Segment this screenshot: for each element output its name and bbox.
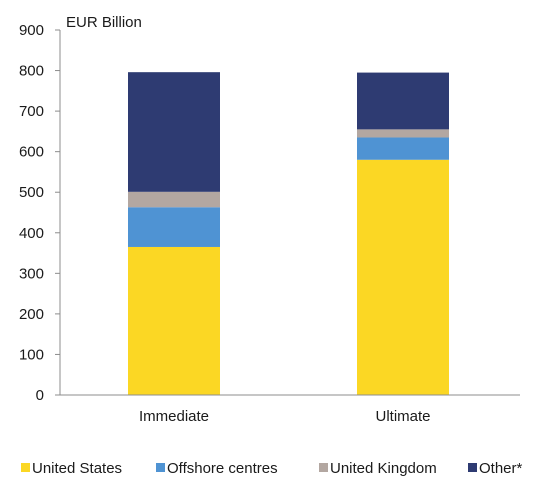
legend-swatch (319, 463, 328, 472)
y-tick-label: 200 (19, 306, 44, 323)
y-tick-label: 700 (19, 103, 44, 120)
legend-entry-label: United Kingdom (330, 460, 437, 477)
y-tick-label: 500 (19, 184, 44, 201)
bar-segment (357, 72, 449, 130)
bar-segment (357, 159, 449, 395)
y-tick-label: 0 (36, 387, 44, 404)
legend-entry-label: Offshore centres (167, 460, 278, 477)
bar-segment (128, 191, 220, 208)
y-tick-label: 100 (19, 346, 44, 363)
legend-entry-label: Other* (479, 460, 523, 477)
y-tick-label: 600 (19, 144, 44, 161)
x-category-label: Ultimate (375, 408, 430, 425)
y-tick-label: 300 (19, 265, 44, 282)
legend-swatch (21, 463, 30, 472)
legend-swatch (156, 463, 165, 472)
y-axis-ticks: 0 100 200 300 400 500 600 700 800 900 (19, 22, 60, 404)
bar-segment (128, 207, 220, 247)
x-category-label: Immediate (139, 408, 209, 425)
legend-entry-label: United States (32, 460, 122, 477)
legend-swatch (468, 463, 477, 472)
bar-segment (128, 72, 220, 192)
bar-segment (128, 246, 220, 395)
bar-segment (357, 129, 449, 138)
y-tick-label: 400 (19, 225, 44, 242)
bar-segment (357, 137, 449, 160)
unit-label: EUR Billion (66, 14, 142, 31)
legend: United States Offshore centres United King… (21, 460, 523, 477)
y-tick-label: 900 (19, 22, 44, 39)
bars-group (128, 72, 449, 395)
x-axis-labels: Immediate Ultimate (139, 408, 431, 425)
y-tick-label: 800 (19, 63, 44, 80)
